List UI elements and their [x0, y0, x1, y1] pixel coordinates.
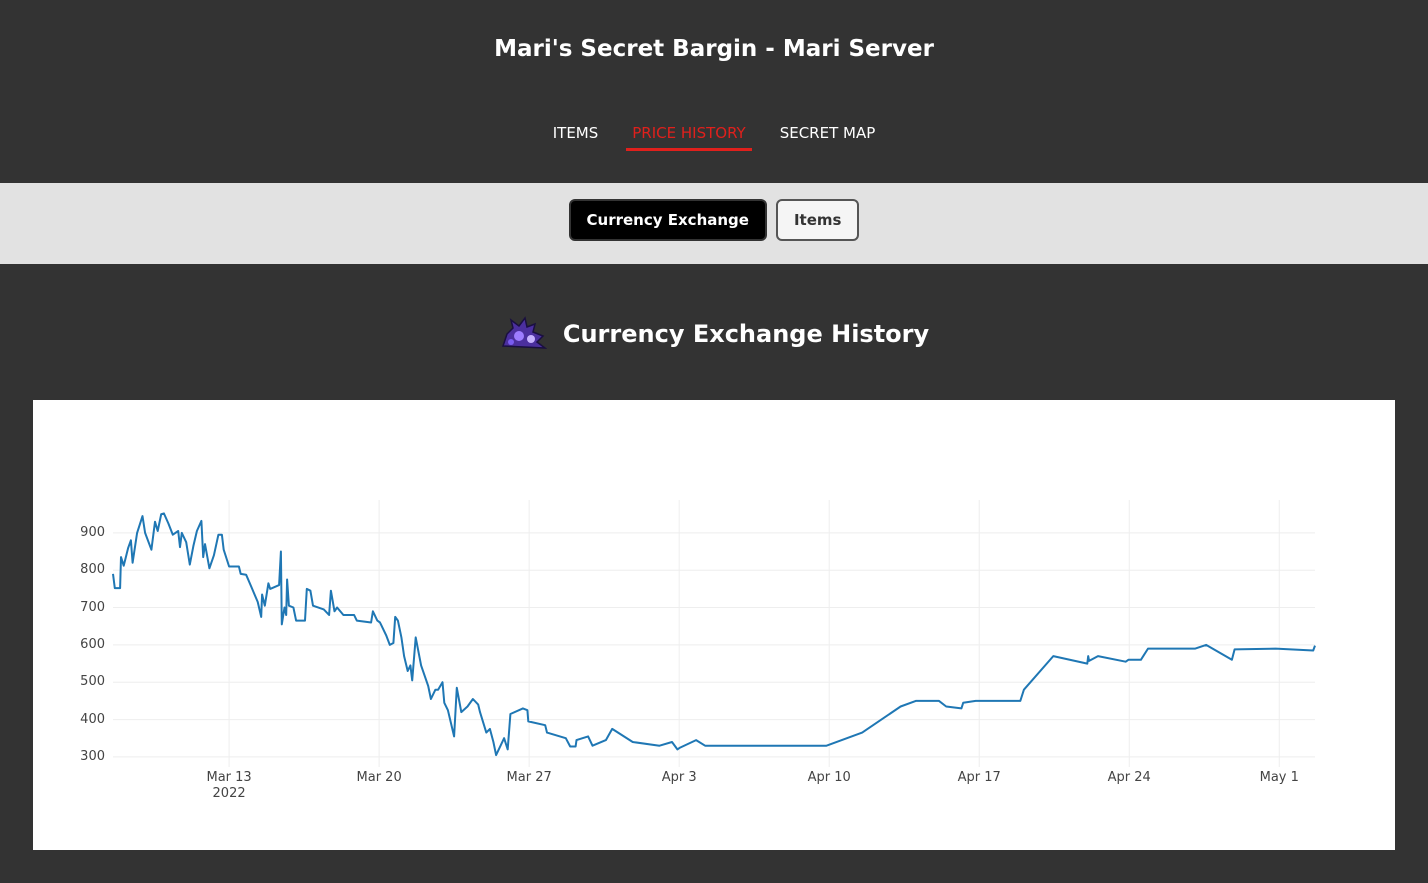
y-tick-label: 800 [80, 562, 105, 578]
currency-icon [501, 316, 547, 349]
section-heading: Currency Exchange History [0, 316, 1428, 352]
y-tick-label: 900 [80, 524, 105, 540]
nav-link[interactable]: ITEMS [552, 124, 599, 142]
nav-link[interactable]: PRICE HISTORY [626, 124, 752, 151]
x-tick-label: Apr 24 [1107, 770, 1151, 785]
x-tick-label: Apr 10 [807, 770, 851, 785]
chart [112, 500, 1316, 767]
x-tick-label: Apr 17 [957, 770, 1001, 785]
x-tick-label: Mar 20 [356, 770, 402, 785]
x-tick-label: Apr 3 [661, 770, 697, 785]
tab-bar: Currency Exchange Items [0, 183, 1428, 264]
x-tick-label: Mar 27 [506, 770, 552, 785]
y-tick-label: 300 [80, 748, 105, 764]
y-tick-label: 700 [80, 599, 105, 615]
section-title: Currency Exchange History [562, 320, 930, 348]
x-tick-label: Mar 13 2022 [206, 770, 252, 801]
tab-button[interactable]: Items [775, 199, 860, 241]
line-series [112, 512, 1316, 757]
x-tick-label: May 1 [1259, 770, 1299, 785]
chart-card: 300 400 500 600 700 800 900 Mar 13 2022 Mar 20 Ma… [33, 400, 1395, 850]
y-tick-label: 400 [80, 711, 105, 727]
tabs: Currency Exchange Items [0, 199, 1428, 241]
nav: ITEMS PRICE HISTORY SECRET MAP [0, 124, 1428, 151]
tab-button[interactable]: Currency Exchange [568, 199, 767, 241]
site-title: Mari's Secret Bargin - Mari Server [494, 36, 934, 62]
header: Mari's Secret Bargin - Mari Server ITEMS… [0, 0, 1428, 183]
y-tick-label: 500 [80, 674, 105, 690]
nav-link[interactable]: SECRET MAP [779, 124, 876, 142]
y-tick-label: 600 [80, 636, 105, 652]
